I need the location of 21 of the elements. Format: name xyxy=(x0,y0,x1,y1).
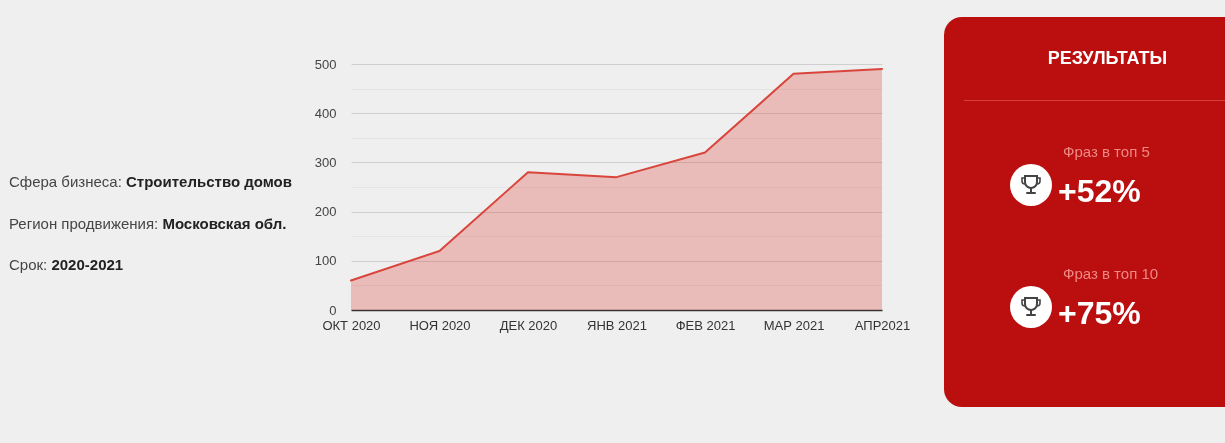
text: +75% xyxy=(1058,295,1141,332)
y-tick-label: 0 xyxy=(329,302,337,318)
y-tick-label: 200 xyxy=(314,204,337,220)
x-tick-label: ФЕВ 2021 xyxy=(675,317,736,333)
text: Сфера бизнеса: Строительство домов xyxy=(9,173,293,190)
x-tick-label: ОКТ 2020 xyxy=(322,317,381,333)
text: Срок: 2020-2021 xyxy=(9,256,124,273)
x-tick-label: ДЕК 2020 xyxy=(499,317,558,333)
text: Фраз в топ 5 xyxy=(1063,143,1150,160)
text: РЕЗУЛЬТАТЫ xyxy=(1046,48,1169,69)
x-tick-label: АПР2021 xyxy=(854,317,911,333)
x-tick-label: ЯНВ 2021 xyxy=(587,317,647,333)
text: Регион продвижения: Московская обл. xyxy=(9,214,287,232)
x-tick-label: НОЯ 2020 xyxy=(409,317,471,333)
y-tick-label: 400 xyxy=(314,105,337,121)
x-tick-label: МАР 2021 xyxy=(763,317,825,333)
text: Фраз в топ 10 xyxy=(1063,265,1159,282)
y-tick-label: 300 xyxy=(314,154,337,170)
y-tick-label: 500 xyxy=(314,56,337,72)
text: +52% xyxy=(1058,173,1141,210)
y-tick-label: 100 xyxy=(314,253,337,269)
